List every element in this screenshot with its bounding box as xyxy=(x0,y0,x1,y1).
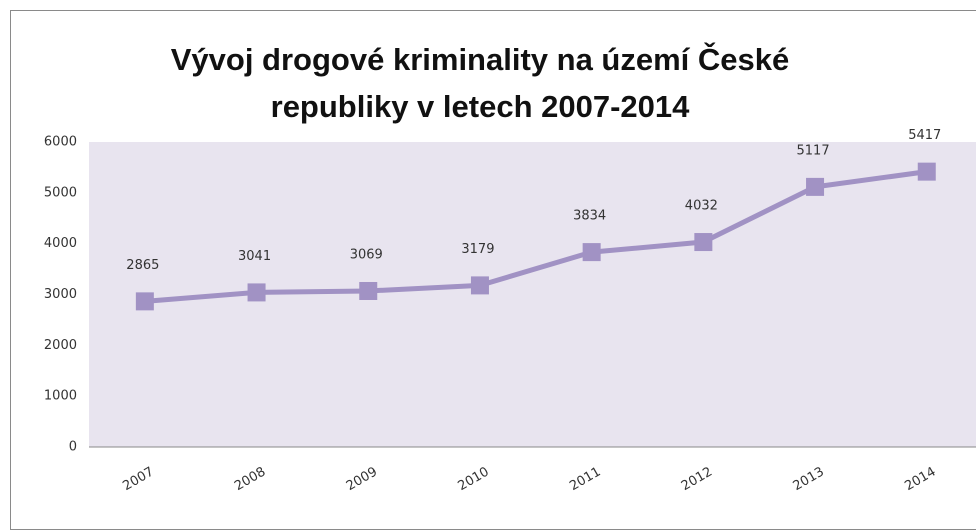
y-tick-label: 0 xyxy=(69,440,77,455)
x-tick-label: 2013 xyxy=(791,465,827,495)
data-label: 4032 xyxy=(685,199,718,214)
y-tick-label: 6000 xyxy=(44,135,77,150)
data-label: 2865 xyxy=(126,258,159,273)
data-label: 5417 xyxy=(908,128,941,143)
y-tick-label: 2000 xyxy=(44,338,77,353)
data-marker xyxy=(694,233,713,252)
x-tick-label: 2014 xyxy=(902,465,938,495)
x-tick-label: 2008 xyxy=(232,465,268,495)
x-tick-label: 2011 xyxy=(567,465,603,495)
x-tick-label: 2012 xyxy=(679,465,715,495)
data-marker xyxy=(359,281,378,300)
x-tick-label: 2009 xyxy=(344,465,380,495)
data-label: 3179 xyxy=(461,242,494,257)
y-tick-label: 4000 xyxy=(44,236,77,251)
data-marker xyxy=(135,292,154,311)
data-line xyxy=(144,169,928,304)
y-tick-label: 3000 xyxy=(44,287,77,302)
y-tick-label: 1000 xyxy=(44,389,77,404)
x-tick-label: 2007 xyxy=(120,465,156,495)
data-label: 5117 xyxy=(797,143,830,158)
data-marker xyxy=(917,162,936,181)
y-tick-label: 5000 xyxy=(44,185,77,200)
data-marker xyxy=(470,276,489,295)
chart-title: Vývoj drogové kriminality na území České… xyxy=(170,42,790,124)
page: Vývoj drogové kriminality na území České… xyxy=(10,10,976,530)
data-marker xyxy=(582,243,601,262)
data-label: 3834 xyxy=(573,209,606,224)
data-label: 3041 xyxy=(238,249,271,264)
data-marker xyxy=(806,177,825,196)
data-label: 3069 xyxy=(350,247,383,262)
chart: 0 1000 2000 3000 4000 5000 6000 2007 2008 2009 201… xyxy=(44,128,976,495)
data-marker xyxy=(247,283,266,302)
x-tick-label: 2010 xyxy=(456,465,492,495)
